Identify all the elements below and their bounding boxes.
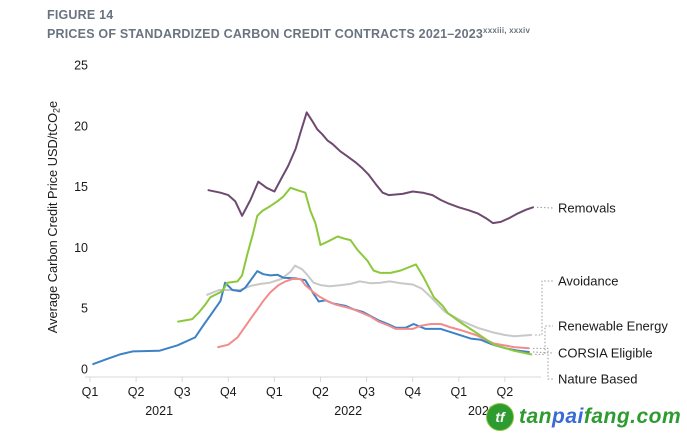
y-tick-label: 0	[81, 363, 88, 377]
x-tick-label: Q4	[404, 385, 421, 399]
x-tick-label: Q2	[497, 385, 514, 399]
legend-connector-renewable-energy	[535, 325, 553, 355]
x-tick-label: Q2	[128, 385, 145, 399]
y-tick-label: 25	[74, 59, 88, 73]
y-tick-label: 20	[74, 119, 88, 133]
figure-title-footnote-refs: xxxiii, xxxiv	[483, 26, 531, 35]
watermark-text-part: fang	[583, 405, 631, 428]
watermark-text: tanpaifang.com	[519, 405, 681, 429]
x-tick-label: Q1	[82, 385, 99, 399]
watermark-text-part: pai	[552, 405, 584, 428]
y-tick-label: 10	[74, 241, 88, 255]
legend-connector-corsia-eligible	[532, 351, 554, 354]
x-tick-label: Q4	[220, 385, 237, 399]
watermark: tf tanpaifang.com	[486, 403, 681, 431]
tanpaifang-logo-icon: tf	[486, 403, 514, 431]
legend-label-corsia-eligible: CORSIA Eligible	[558, 346, 653, 361]
series-line-avoidance	[206, 264, 533, 338]
x-tick-label: Q3	[358, 385, 375, 399]
x-tick-label: Q2	[312, 385, 329, 399]
legend-label-nature-based: Nature Based	[558, 372, 638, 387]
x-tick-label: Q1	[450, 385, 467, 399]
x-tick-label: Q1	[266, 385, 283, 399]
legend-label-avoidance: Avoidance	[558, 274, 618, 289]
figure-title: PRICES OF STANDARDIZED CARBON CREDIT CON…	[47, 23, 530, 42]
x-tick-label: Q3	[174, 385, 191, 399]
figure-header: FIGURE 14 PRICES OF STANDARDIZED CARBON …	[47, 7, 530, 42]
series-line-nature-based	[217, 278, 530, 350]
watermark-text-part: tan	[519, 405, 552, 428]
y-tick-label: 15	[74, 180, 88, 194]
legend-connector-nature-based	[532, 347, 553, 380]
legend-label-removals: Removals	[558, 201, 616, 216]
series-line-removals	[207, 111, 534, 225]
y-tick-label: 5	[81, 302, 88, 316]
figure-title-text: PRICES OF STANDARDIZED CARBON CREDIT CON…	[47, 27, 484, 42]
figure-label: FIGURE 14	[47, 8, 114, 22]
x-year-label: 2022	[334, 404, 362, 418]
x-year-label: 2021	[145, 404, 173, 418]
legend-connector-avoidance	[535, 280, 553, 336]
series-line-corsia-eligible	[92, 270, 530, 366]
legend-label-renewable-energy: Renewable Energy	[558, 319, 668, 334]
watermark-text-part: .com	[630, 405, 682, 428]
legend-connector-removals	[536, 206, 554, 209]
y-axis-title: Average Carbon Credit Price USD/tCO2e	[45, 101, 62, 333]
series-line-renewable-energy	[177, 186, 533, 356]
